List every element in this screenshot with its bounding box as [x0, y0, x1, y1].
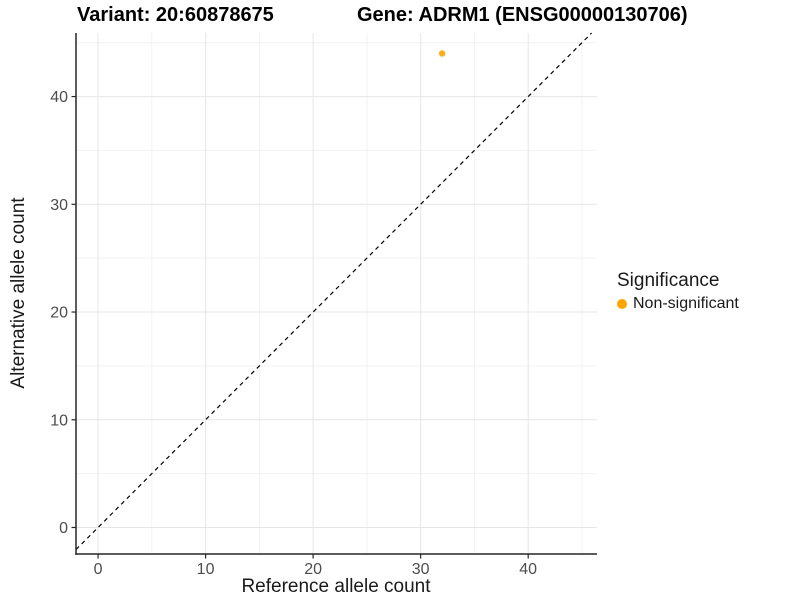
identity-line: [75, 32, 593, 551]
x-tick-label: 20: [304, 561, 322, 578]
y-axis-title: Alternative allele count: [8, 197, 29, 389]
legend-entry: Non-significant: [617, 295, 739, 313]
y-tick-label: 20: [50, 305, 68, 322]
data-point: [438, 50, 446, 57]
legend-entry-label: Non-significant: [633, 295, 739, 312]
x-tick-label: 30: [412, 561, 430, 578]
y-tick-label: 40: [50, 89, 68, 106]
legend-dot-icon: [617, 299, 627, 309]
variant-title: Variant: 20:60878675: [77, 4, 274, 26]
x-tick-label: 0: [94, 561, 103, 578]
legend-title: Significance: [617, 270, 720, 291]
gene-title: Gene: ADRM1 (ENSG00000130706): [357, 4, 688, 26]
legend: Significance Non-significant: [617, 270, 739, 313]
y-tick-label: 10: [50, 412, 68, 429]
y-tick-label: 0: [59, 520, 68, 537]
x-axis-title: Reference allele count: [241, 576, 431, 597]
y-tick-label: 30: [50, 197, 68, 214]
x-tick-label: 10: [197, 561, 215, 578]
x-tick-label: 40: [519, 561, 537, 578]
